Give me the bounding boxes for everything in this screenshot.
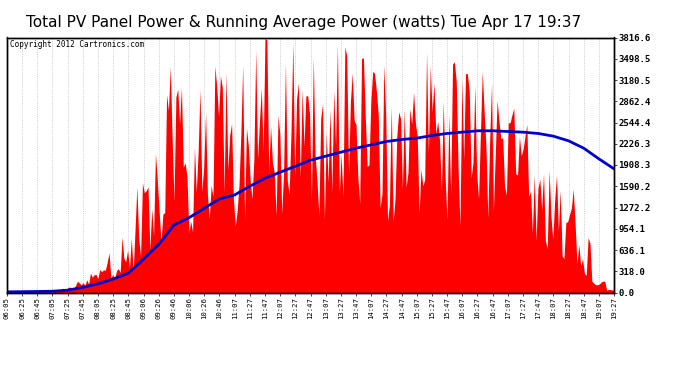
Text: Copyright 2012 Cartronics.com: Copyright 2012 Cartronics.com [10,40,144,49]
Text: Total PV Panel Power & Running Average Power (watts) Tue Apr 17 19:37: Total PV Panel Power & Running Average P… [26,15,581,30]
